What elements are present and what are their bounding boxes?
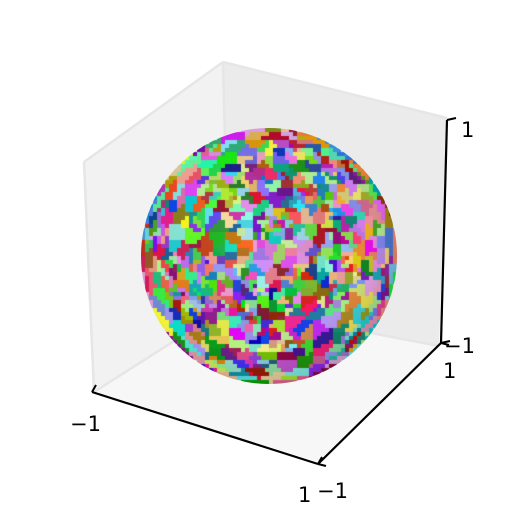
z-tick-label-minus1: −1: [444, 334, 475, 358]
axes: −1 1 −1 1 −1 1: [70, 117, 475, 507]
y-axis-line: [317, 342, 442, 465]
y-tick-label-minus1: −1: [317, 479, 348, 503]
voronoi-sphere: [141, 128, 397, 384]
x-tick-1: [317, 456, 323, 465]
y-tick-label-1: 1: [443, 359, 456, 383]
y-tick-minus1: [317, 463, 327, 467]
sphere-shading: [141, 128, 397, 384]
x-tick-label-minus1: −1: [70, 412, 101, 436]
x-axis-line: [91, 390, 319, 466]
z-tick-minus1: [440, 340, 451, 344]
x-tick-label-1: 1: [298, 483, 311, 507]
z-axis-line: [439, 119, 449, 344]
z-tick-1: [446, 117, 457, 121]
z-tick-label-1: 1: [461, 118, 474, 142]
x-tick-minus1: [91, 384, 97, 393]
